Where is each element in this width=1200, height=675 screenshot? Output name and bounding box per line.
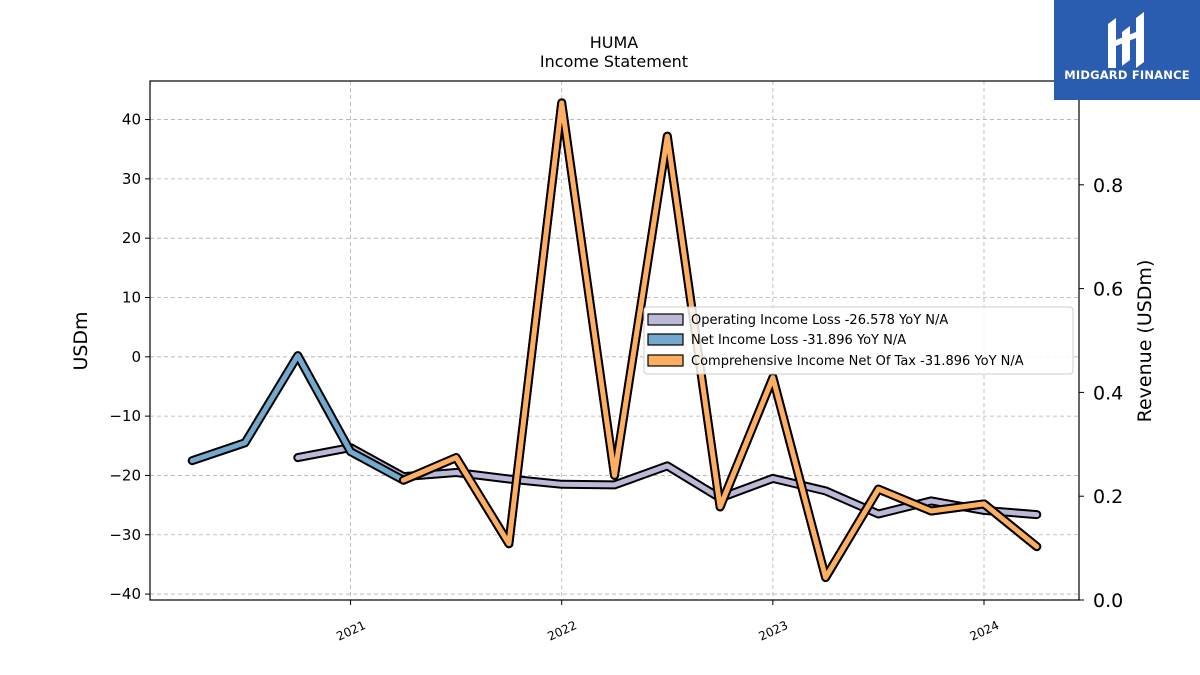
plot-frame [149,80,1080,601]
legend: Operating Income Loss -26.578 YoY N/A Ne… [643,306,1074,375]
x-tick-label: 2022 [545,618,579,644]
logo-text: MIDGARD FINANCE [1064,68,1190,82]
series-lines [187,98,1042,582]
y-tick-label: −40 [109,585,141,603]
brand-logo: MIDGARD FINANCE [1054,0,1200,100]
series-line-comprehensive-income-net-of-tax [400,100,1040,580]
chart-subtitle: Income Statement [540,52,688,71]
legend-label-operating-income: Operating Income Loss -26.578 YoY N/A [691,313,948,328]
legend-label-comprehensive-income: Comprehensive Income Net Of Tax -31.896 … [691,354,1024,369]
right-y-axis-label: Revenue (USDm) [1134,260,1156,423]
x-tick-label: 2023 [757,618,791,644]
y-axis-label: USDm [70,311,92,370]
right-y-tick-label: 0.6 [1093,279,1123,301]
x-tick-label: 2024 [968,618,1002,644]
chart-title: HUMA [590,33,639,52]
right-y-axis: 0.0 0.2 0.4 0.6 0.8 [1079,175,1123,612]
right-y-tick-label: 0.8 [1093,175,1123,197]
x-tick-label: 2021 [334,618,368,644]
y-tick-label: 40 [122,111,141,129]
left-y-axis: 40 30 20 10 0 −10 −20 −30 −40 [109,111,150,603]
y-tick-label: −20 [109,466,141,484]
right-y-tick-label: 0.0 [1093,590,1123,612]
x-axis: 2021 2022 2023 2024 [334,600,1001,644]
right-y-tick-label: 0.4 [1093,382,1123,404]
legend-box [643,306,1074,375]
y-tick-label: −30 [109,526,141,544]
legend-label-net-income: Net Income Loss -31.896 YoY N/A [691,333,906,348]
legend-swatch-comprehensive-income [647,354,684,367]
series-comprehensive-income-net-of-tax [398,98,1042,582]
right-y-tick-label: 0.2 [1093,486,1123,508]
y-tick-label: −10 [109,407,141,425]
y-tick-label: 10 [122,288,141,306]
y-tick-label: 20 [122,229,141,247]
legend-swatch-net-income [647,333,684,346]
y-tick-label: 0 [131,348,141,366]
logo-mark-icon [1108,12,1144,68]
y-tick-label: 30 [122,170,141,188]
legend-swatch-operating-income [647,313,684,326]
